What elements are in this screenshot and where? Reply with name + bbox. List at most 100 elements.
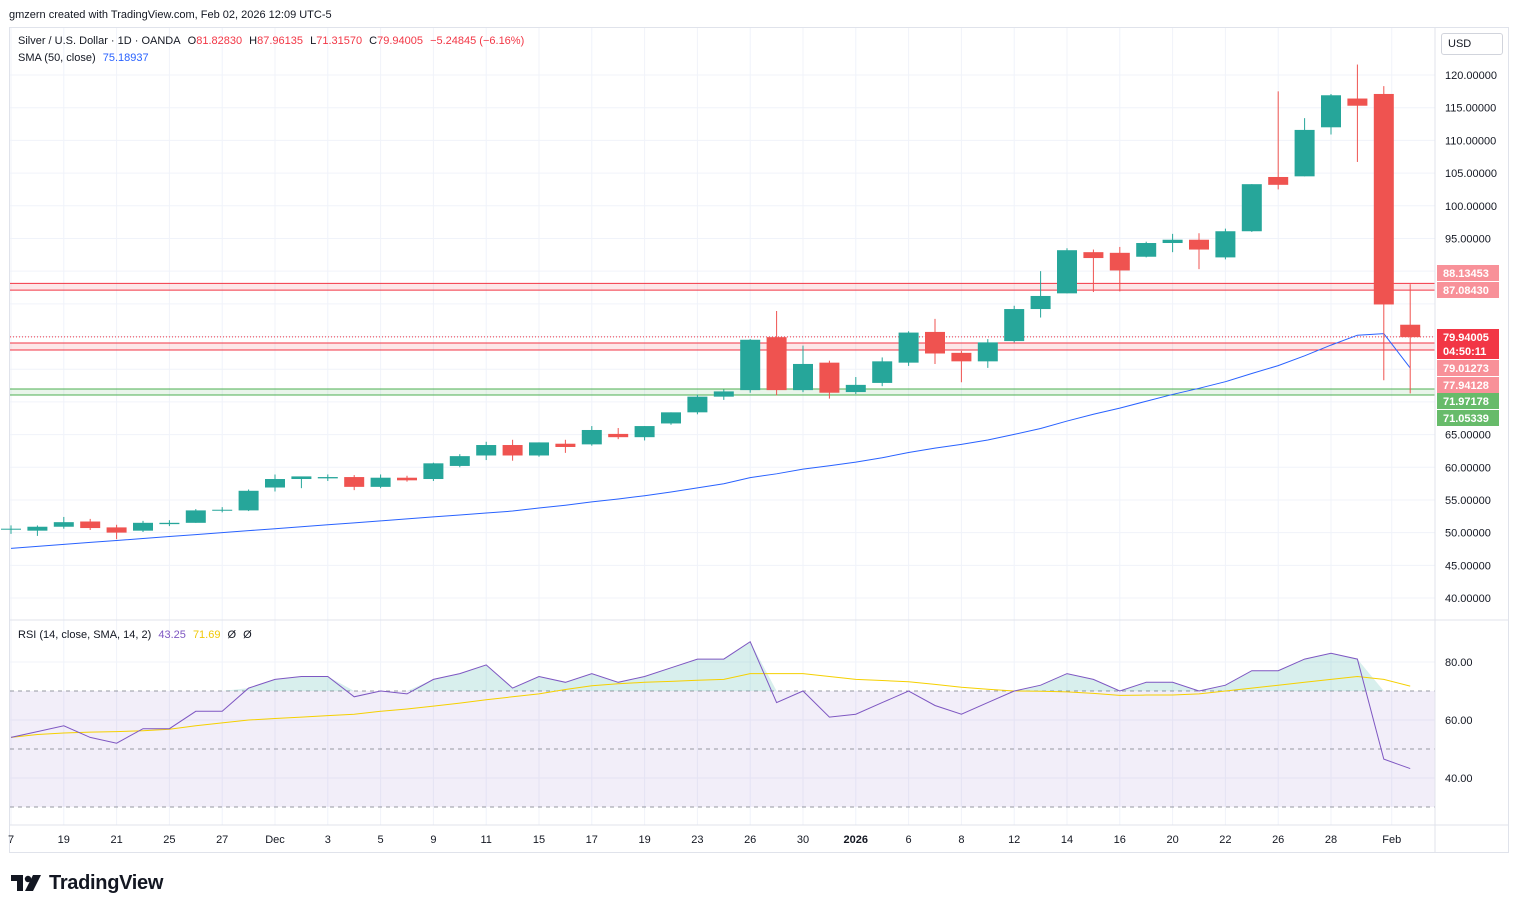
- candle: [1373, 86, 1394, 381]
- candle: [344, 475, 365, 491]
- price-label-text: 71.97178: [1443, 396, 1489, 408]
- x-tick-label: 14: [1061, 834, 1073, 846]
- open-key: O: [187, 35, 197, 47]
- price-label-text: 71.05339: [1443, 413, 1489, 425]
- tradingview-logo[interactable]: TradingView: [11, 872, 163, 894]
- price-label-text: 77.94128: [1443, 380, 1489, 392]
- price-label-resistance: 88.13453: [1437, 265, 1499, 281]
- candle-body: [1030, 295, 1051, 310]
- low-key: L: [310, 35, 317, 47]
- candle-body: [476, 445, 497, 456]
- candle: [581, 426, 602, 446]
- candle-body: [397, 477, 417, 481]
- candle: [476, 441, 497, 461]
- ohlc-open: O81.82830: [188, 35, 242, 47]
- chart-frame: [9, 27, 1509, 853]
- price-label-text: 87.08430: [1443, 285, 1489, 297]
- x-tick-label: 15: [533, 834, 545, 846]
- candle-body: [238, 490, 259, 511]
- x-tick-label: 27: [216, 834, 228, 846]
- candles: [1, 64, 1421, 540]
- y-tick-label: 115.00000: [1445, 103, 1496, 115]
- candle: [291, 476, 312, 489]
- candle: [819, 360, 840, 399]
- candle-body: [1136, 243, 1157, 257]
- candle-body: [502, 445, 523, 456]
- candle-body: [925, 331, 945, 354]
- candle-body: [555, 443, 576, 447]
- price-label-box: [1437, 282, 1499, 298]
- y-tick-label: 40.00000: [1445, 593, 1491, 605]
- candle: [608, 428, 629, 440]
- candle: [317, 474, 338, 481]
- candle: [977, 339, 998, 368]
- symbol-label[interactable]: Silver / U.S. Dollar · 1D · OANDA: [18, 35, 181, 47]
- candle-body: [1400, 324, 1421, 338]
- y-tick-label: 65.00000: [1445, 430, 1491, 442]
- x-tick-label: 3: [325, 834, 331, 846]
- candle-body: [1241, 184, 1262, 232]
- x-tick-label: 20: [1166, 834, 1178, 846]
- horizontal-levels: [10, 282, 1435, 396]
- close-value: 79.94005: [377, 35, 423, 47]
- rsi-extra-2: Ø: [243, 629, 252, 641]
- brand-name: TradingView: [49, 871, 164, 894]
- price-label-current: 79.94005: [1437, 329, 1499, 345]
- x-tick-label: 30: [797, 834, 809, 846]
- candle-body: [1321, 95, 1341, 128]
- candle-body: [449, 456, 470, 466]
- candle: [1, 525, 21, 534]
- candle: [423, 462, 444, 481]
- sma-label[interactable]: SMA (50, close): [18, 52, 96, 64]
- y-tick-label: 95.00000: [1445, 233, 1491, 245]
- currency-button[interactable]: USD: [1441, 33, 1503, 55]
- candle: [397, 475, 417, 482]
- candle-body: [608, 433, 629, 438]
- candle: [1004, 305, 1025, 343]
- candle-body: [951, 352, 972, 362]
- candle-body: [819, 362, 840, 393]
- candle: [793, 345, 813, 393]
- candle-body: [687, 396, 708, 413]
- candle-body: [661, 412, 681, 424]
- rsi-label[interactable]: RSI (14, close, SMA, 14, 2): [18, 629, 152, 641]
- candle: [1030, 271, 1051, 318]
- candle-body: [634, 426, 655, 438]
- candle-body: [1215, 231, 1236, 258]
- candle: [740, 339, 761, 393]
- x-tick-label: 16: [1114, 834, 1126, 846]
- candle-body: [344, 477, 365, 487]
- candle: [265, 474, 285, 492]
- candle: [370, 474, 391, 489]
- candle: [687, 394, 708, 415]
- candle-body: [1162, 239, 1183, 244]
- ohlc-close: C79.94005: [369, 35, 423, 47]
- candle-body: [740, 339, 761, 391]
- ohlc-low: L71.31570: [310, 35, 362, 47]
- candle-body: [793, 363, 813, 391]
- candle-body: [159, 522, 180, 525]
- x-tick-label: 8: [958, 834, 964, 846]
- candle: [951, 350, 972, 383]
- axes: 7 19 21 25 27 Dec 3 5 9 11 15 17 19 23 26 30 2026 6 8 12 14 1…: [8, 28, 1508, 852]
- candle: [133, 520, 153, 532]
- price-labels: 88.13453 87.08430 79.94005 04:50:11 79.01273…: [1437, 265, 1499, 426]
- price-label-box: [1437, 377, 1499, 393]
- sma-value: 75.18937: [102, 52, 149, 64]
- y-tick-label: 50.00000: [1445, 528, 1491, 540]
- price-label-text: 04:50:11: [1443, 346, 1486, 358]
- rsi-extra-1: Ø: [227, 629, 237, 641]
- y-tick-label: 110.00000: [1445, 135, 1496, 147]
- candle-body: [265, 479, 285, 488]
- candle: [1083, 249, 1104, 293]
- candle: [925, 318, 945, 364]
- sma-line: [10, 333, 1411, 549]
- price-label-box: [1437, 343, 1499, 359]
- rsi-legend: RSI (14, close, SMA, 14, 2) 43.25 71.69 …: [18, 629, 256, 641]
- candle: [1347, 64, 1368, 162]
- candle: [1400, 284, 1421, 394]
- candle-body: [106, 527, 127, 533]
- price-label-text: 79.94005: [1443, 332, 1489, 344]
- candle: [1268, 91, 1289, 190]
